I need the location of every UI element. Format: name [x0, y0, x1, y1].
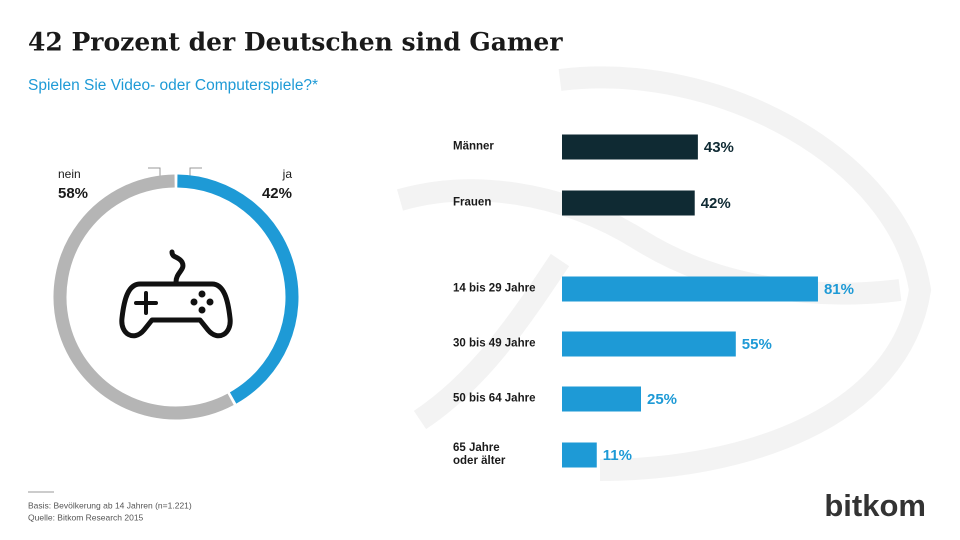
bar-value-label: 43%	[704, 139, 734, 156]
bar	[562, 134, 698, 160]
donut-value-label: 58%	[58, 185, 88, 202]
bar	[562, 386, 641, 412]
subtitle: Spielen Sie Video- oder Computerspiele?*	[28, 77, 318, 94]
donut-segment	[177, 174, 299, 404]
bar	[562, 190, 695, 216]
bar-category-label: 50 bis 64 Jahre	[453, 392, 536, 405]
bar-category-label: 14 bis 29 Jahre	[453, 282, 536, 295]
gamepad-buttons	[190, 290, 214, 314]
donut-label: nein	[58, 167, 81, 181]
logo: bitkom	[824, 488, 926, 523]
bar-value-label: 55%	[742, 336, 772, 353]
donut-label: ja	[282, 167, 293, 181]
bar	[562, 442, 597, 468]
bar-category-label: Männer	[453, 140, 494, 153]
footnote: Quelle: Bitkom Research 2015	[28, 512, 144, 522]
bar-category-label: 30 bis 49 Jahre	[453, 337, 536, 350]
donut-value-label: 42%	[262, 185, 292, 202]
title: 42 Prozent der Deutschen sind Gamer	[28, 28, 563, 57]
footnote: Basis: Bevölkerung ab 14 Jahren (n=1.221…	[28, 500, 192, 510]
bar-category-label: 65 Jahre oder älter	[453, 442, 506, 467]
donut-segment	[53, 174, 234, 420]
bar-value-label: 25%	[647, 391, 677, 408]
bar	[562, 331, 736, 357]
gamepad-icon	[119, 249, 233, 339]
bar-value-label: 11%	[603, 447, 632, 464]
bar-value-label: 42%	[701, 195, 731, 212]
bar	[562, 276, 818, 302]
background-ornament	[396, 66, 932, 481]
bar-category-label: Frauen	[453, 196, 492, 209]
bar-value-label: 81%	[824, 281, 854, 298]
